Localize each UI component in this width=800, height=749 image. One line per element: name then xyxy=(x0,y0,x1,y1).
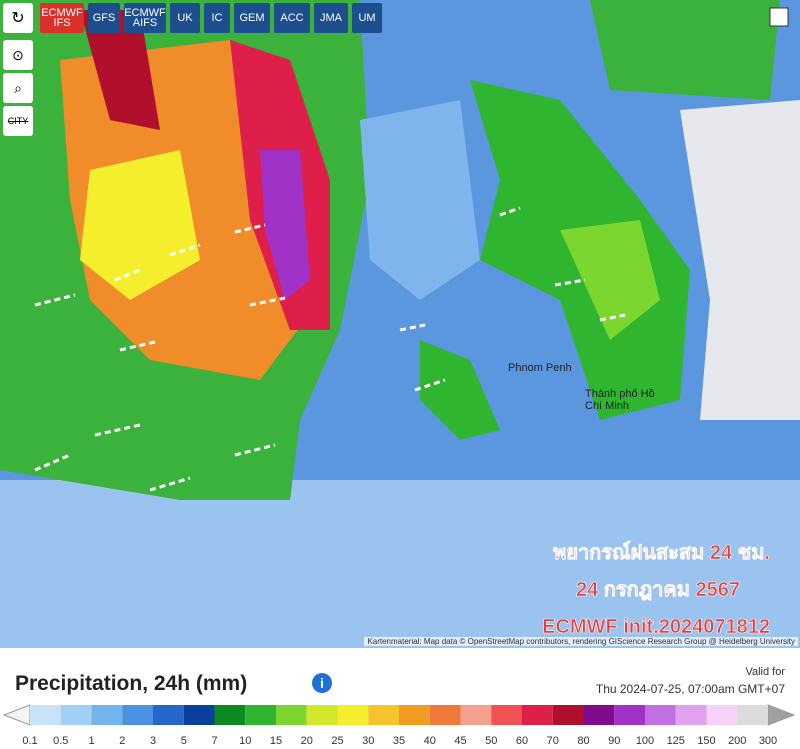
legend-label: 10 xyxy=(239,735,251,747)
overlay: พยากรณ์ฝนสะสม 24 ชม. 24 กรกฎาคม 2567 ECM… xyxy=(542,535,770,646)
legend-label: 30 xyxy=(362,735,374,747)
model-tab[interactable]: ACC xyxy=(274,3,310,33)
legend-cell xyxy=(30,705,61,725)
info-button[interactable]: i xyxy=(312,673,332,693)
legend-over xyxy=(767,704,796,726)
model-tab[interactable]: GEM xyxy=(234,3,270,33)
legend-cell xyxy=(675,705,707,725)
legend-label: 90 xyxy=(608,735,620,747)
legend-cell xyxy=(491,705,522,725)
rain-red xyxy=(80,10,160,130)
legend-label: 150 xyxy=(697,735,715,747)
legend-label: 125 xyxy=(667,735,685,747)
legend-cell xyxy=(337,705,369,725)
legend-cell xyxy=(153,705,184,725)
no-data xyxy=(680,100,800,420)
valid-label: Valid for xyxy=(745,666,785,678)
legend-cell xyxy=(214,705,246,725)
legend: 0.1 0.5 1 2 3 5 7 10 15 20 25 30 35 40 45 50 60 70 80 90 100… xyxy=(2,704,796,747)
place-label: Phnom Penh xyxy=(508,362,572,374)
model-tab[interactable]: JMA xyxy=(314,3,348,33)
legend-label: 60 xyxy=(516,735,528,747)
overlay-line: พยากรณ์ฝนสะสม 24 ชม. xyxy=(553,542,771,565)
legend-cell xyxy=(306,705,338,725)
legend-label: 0.5 xyxy=(53,735,68,747)
legend-label: 300 xyxy=(759,735,777,747)
rain-light-green xyxy=(560,220,660,340)
legend-cell xyxy=(91,705,123,725)
legend-cell xyxy=(399,705,430,725)
legend-cell xyxy=(522,705,553,725)
sea-light xyxy=(0,480,800,648)
model-tab[interactable]: UM xyxy=(352,3,382,33)
legend-cell xyxy=(183,705,215,725)
land-rain xyxy=(590,0,780,100)
rain-yellow xyxy=(80,150,200,300)
legend-label: 5 xyxy=(181,735,187,747)
legend-label: 7 xyxy=(211,735,217,747)
land-rain xyxy=(420,340,500,440)
legend-cell xyxy=(614,705,645,725)
footer-title: Precipitation, 24h (mm) xyxy=(15,672,248,695)
legend-label: 20 xyxy=(301,735,313,747)
refresh-button[interactable]: ↻ xyxy=(3,3,33,33)
legend-cell xyxy=(645,705,676,725)
legend-label: 80 xyxy=(577,735,589,747)
model-tab[interactable]: GFS xyxy=(88,3,120,33)
location-button[interactable]: ⊙ xyxy=(3,40,33,70)
legend-cell xyxy=(245,705,276,725)
model-tab[interactable]: ECMWF IFS xyxy=(40,3,84,33)
legend-label: 2 xyxy=(119,735,125,747)
overlay-line: ECMWF init.2024071812 xyxy=(542,616,770,639)
legend-cell xyxy=(552,705,584,725)
legend-label: 3 xyxy=(150,735,156,747)
legend-cell xyxy=(276,705,307,725)
legend-cell xyxy=(583,705,615,725)
legend-label: 15 xyxy=(270,735,282,747)
legend-label: 50 xyxy=(485,735,497,747)
legend-label: 200 xyxy=(728,735,746,747)
attribution: Kartenmaterial: Map data © OpenStreetMap… xyxy=(364,637,798,646)
legend-label: 1 xyxy=(88,735,94,747)
share-button[interactable] xyxy=(769,7,789,27)
overlay-line: 24 กรกฎาคม 2567 xyxy=(575,579,741,602)
model-tab[interactable]: ECMWF AIFS xyxy=(124,3,166,33)
legend-label: 100 xyxy=(636,735,654,747)
legend-label: 25 xyxy=(331,735,343,747)
legend-cell xyxy=(122,705,153,725)
legend-label: 40 xyxy=(424,735,436,747)
rain-purple xyxy=(260,150,310,300)
zoom-button[interactable]: ⌕ xyxy=(3,73,33,103)
city-button[interactable]: CITY xyxy=(3,106,33,136)
legend-cell xyxy=(368,705,399,725)
place-label: Thành phố Hồ Chí Minh xyxy=(585,388,655,412)
legend-label: 45 xyxy=(454,735,466,747)
legend-label: 0.1 xyxy=(22,735,37,747)
legend-cell xyxy=(460,705,492,725)
legend-cell xyxy=(60,705,92,725)
legend-cell xyxy=(429,705,461,725)
map xyxy=(0,0,800,648)
valid-time: Thu 2024-07-25, 07:00am GMT+07 xyxy=(595,682,785,696)
wind-arrows xyxy=(34,206,626,492)
legend-under xyxy=(2,704,31,726)
rain-light-blue xyxy=(360,100,480,300)
legend-cell xyxy=(706,705,738,725)
legend-label: 70 xyxy=(547,735,559,747)
model-tab[interactable]: IC xyxy=(204,3,230,33)
model-tab[interactable]: UK xyxy=(170,3,200,33)
legend-cell xyxy=(737,705,768,725)
legend-label: 35 xyxy=(393,735,405,747)
